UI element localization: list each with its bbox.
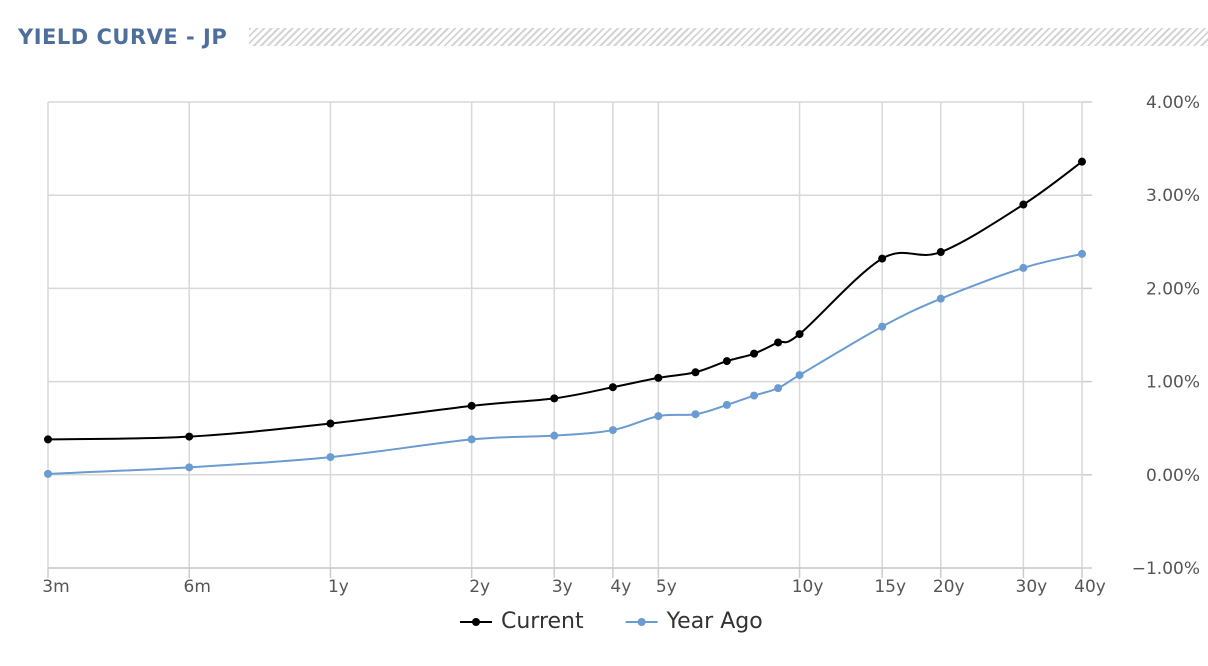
- data-point: [550, 431, 559, 440]
- y-tick-label: −1.00%: [1132, 559, 1200, 579]
- data-point: [185, 432, 194, 441]
- data-point: [722, 357, 731, 366]
- x-tick-label: 30y: [1016, 577, 1048, 597]
- y-tick-label: 0.00%: [1146, 466, 1200, 486]
- x-tick-label: 5y: [656, 577, 677, 597]
- x-tick-label: 6m: [184, 577, 211, 597]
- data-point: [878, 254, 887, 263]
- data-point: [691, 368, 700, 377]
- data-point: [1078, 157, 1086, 166]
- x-tick-label: 40y: [1074, 577, 1106, 597]
- data-point: [44, 435, 52, 444]
- x-tick-label: 1y: [328, 577, 349, 597]
- data-point: [795, 371, 804, 380]
- y-tick-label: 3.00%: [1146, 186, 1200, 206]
- data-point: [936, 248, 945, 257]
- data-point: [326, 453, 335, 462]
- data-point: [608, 426, 617, 435]
- legend-label: Year Ago: [666, 609, 763, 634]
- y-tick-label: 4.00%: [1146, 93, 1200, 113]
- x-tick-label: 2y: [469, 577, 490, 597]
- data-point: [795, 330, 804, 339]
- data-point: [1019, 200, 1028, 209]
- header-rule: [249, 28, 1208, 46]
- data-point: [936, 294, 945, 303]
- chart-title: YIELD CURVE - JP: [18, 25, 228, 49]
- header: YIELD CURVE - JP: [18, 22, 1208, 52]
- data-point: [1019, 263, 1028, 272]
- data-point: [550, 394, 559, 403]
- series-line: [47, 252, 1083, 475]
- legend-symbol: [472, 618, 480, 626]
- data-point: [774, 384, 783, 393]
- legend-item: Current: [460, 609, 584, 634]
- data-point: [608, 383, 617, 392]
- data-point: [654, 412, 663, 421]
- legend-item: Year Ago: [625, 609, 763, 634]
- legend-symbol: [637, 618, 646, 626]
- data-point: [185, 463, 194, 472]
- legend-label: Current: [501, 609, 584, 634]
- y-tick-label: 1.00%: [1146, 373, 1200, 393]
- x-tick-label: 10y: [792, 577, 824, 597]
- x-tick-label: 3m: [42, 577, 69, 597]
- x-tick-label: 15y: [874, 577, 906, 597]
- data-point: [878, 322, 887, 331]
- x-tick-label: 20y: [933, 577, 965, 597]
- data-point: [44, 469, 52, 478]
- series-line: [47, 160, 1083, 441]
- data-point: [750, 391, 759, 400]
- x-tick-label: 3y: [552, 577, 573, 597]
- data-point: [467, 401, 476, 410]
- data-point: [654, 373, 663, 382]
- data-point: [774, 338, 783, 347]
- data-point: [326, 419, 335, 428]
- data-point: [750, 349, 759, 358]
- y-tick-label: 2.00%: [1146, 279, 1200, 299]
- data-point: [467, 435, 476, 444]
- data-point: [1078, 249, 1086, 258]
- data-point: [722, 400, 731, 409]
- x-tick-label: 4y: [610, 577, 631, 597]
- data-point: [691, 410, 700, 419]
